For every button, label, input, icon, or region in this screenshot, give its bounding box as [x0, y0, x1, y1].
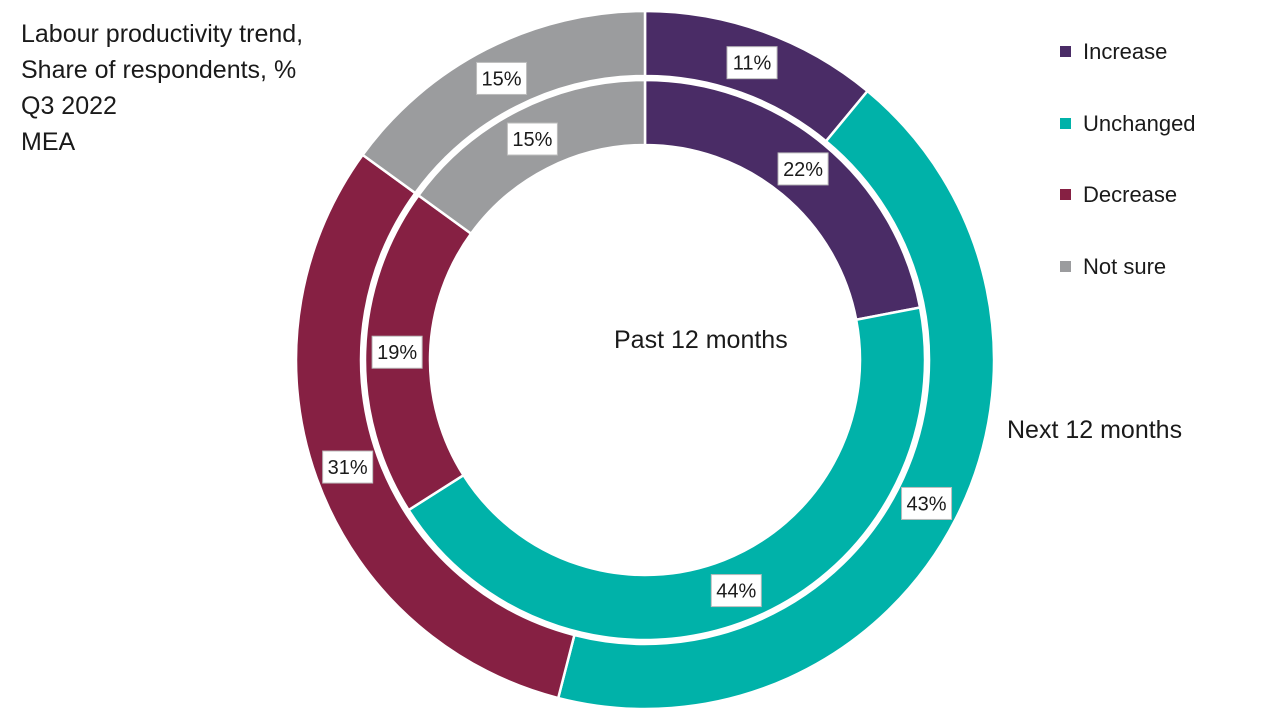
outer-value-label-increase: 11%	[726, 46, 778, 80]
value-label-text: 22%	[783, 159, 823, 181]
value-label-text: 15%	[512, 129, 552, 151]
outer-value-label-not-sure: 15%	[476, 61, 528, 95]
inner-value-label-unchanged: 44%	[710, 574, 762, 608]
chart-title: Labour productivity trend, Share of resp…	[21, 16, 303, 160]
value-label-text: 11%	[733, 53, 772, 75]
title-line-2: Share of respondents, %	[21, 56, 297, 84]
legend-label-decrease: Decrease	[1083, 182, 1178, 207]
legend-swatch-unchanged	[1060, 117, 1071, 129]
value-label-box	[506, 122, 558, 156]
legend-label-not-sure: Not sure	[1083, 253, 1167, 279]
value-label-box	[777, 152, 829, 186]
value-label-text: 44%	[716, 581, 756, 603]
value-label-box	[476, 61, 528, 95]
inner-ring-label: Past 12 months	[614, 326, 788, 354]
value-label-box	[371, 335, 423, 369]
value-label-box	[710, 574, 762, 608]
value-label-box	[901, 486, 953, 520]
inner-slice-unchanged	[406, 306, 927, 642]
legend-swatch-decrease	[1060, 189, 1071, 200]
legend-label-unchanged: Unchanged	[1083, 110, 1196, 136]
inner-value-label-not-sure: 15%	[506, 122, 558, 156]
title-line-3: Q3 2022	[21, 92, 117, 120]
value-label-text: 15%	[482, 68, 522, 90]
legend-swatch-not-sure	[1060, 260, 1071, 272]
outer-value-label-decrease: 31%	[322, 450, 374, 484]
value-label-text: 43%	[907, 493, 947, 515]
value-label-text: 31%	[328, 457, 368, 479]
outer-value-label-unchanged: 43%	[901, 486, 953, 520]
title-line-1: Labour productivity trend,	[21, 20, 304, 48]
outer-ring-label: Next 12 months	[1007, 416, 1183, 444]
inner-slice-not-sure	[416, 78, 647, 236]
value-label-box	[322, 450, 374, 484]
title-line-4: MEA	[21, 128, 76, 156]
value-label-text: 19%	[377, 342, 417, 364]
outer-slice-not-sure	[360, 9, 647, 195]
outer-slice-unchanged	[556, 89, 996, 711]
inner-value-label-decrease: 19%	[371, 335, 423, 369]
inner-value-label-increase: 22%	[777, 152, 829, 186]
value-label-box	[726, 46, 778, 80]
legend-swatch-increase	[1060, 46, 1071, 57]
legend-label-increase: Increase	[1083, 39, 1168, 64]
